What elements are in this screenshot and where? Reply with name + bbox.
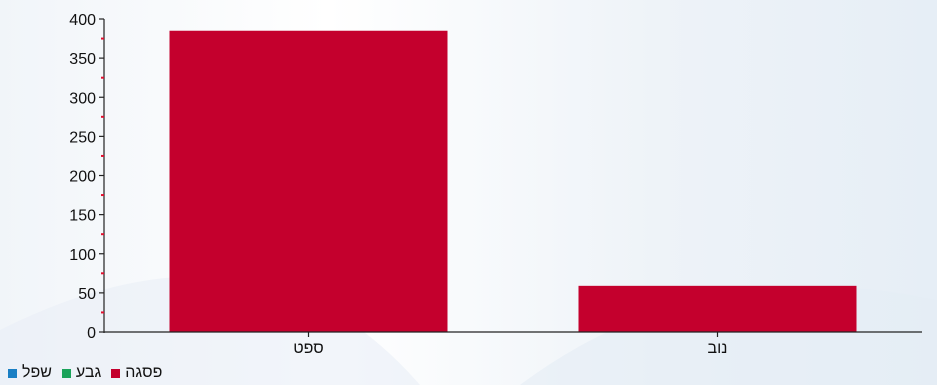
- y-tick-label: 250: [69, 129, 96, 146]
- bar-0-0: [169, 30, 448, 333]
- y-tick-label: 150: [69, 208, 96, 225]
- x-tick-label: ספט: [293, 340, 324, 357]
- y-tick-label: 50: [78, 286, 96, 303]
- y-axis: 0 50 100 150 200 250 300 350 400: [69, 12, 105, 342]
- bar-1-0: [578, 285, 857, 332]
- y-tick-label: 100: [69, 247, 96, 264]
- x-tick-label: נוב: [708, 340, 728, 357]
- legend: פסגה גבע שפל: [8, 362, 162, 384]
- legend-label: פסגה: [125, 364, 163, 381]
- y-tick-label: 200: [69, 169, 96, 186]
- legend-swatch: [8, 368, 17, 378]
- legend-label: שפל: [22, 364, 52, 381]
- y-tick-label: 400: [69, 12, 96, 29]
- legend-item: פסגה: [111, 364, 162, 382]
- legend-swatch: [61, 368, 71, 378]
- x-axis: ספט נוב: [104, 331, 922, 357]
- legend-swatch: [111, 368, 121, 378]
- legend-label: גבע: [75, 364, 102, 381]
- legend-item: גבע: [61, 364, 102, 382]
- bars: [169, 30, 857, 333]
- y-tick-label: 350: [69, 51, 96, 68]
- y-tick-label: 0: [87, 325, 96, 342]
- legend-item: שפל: [8, 364, 52, 382]
- y-tick-label: 300: [69, 90, 96, 107]
